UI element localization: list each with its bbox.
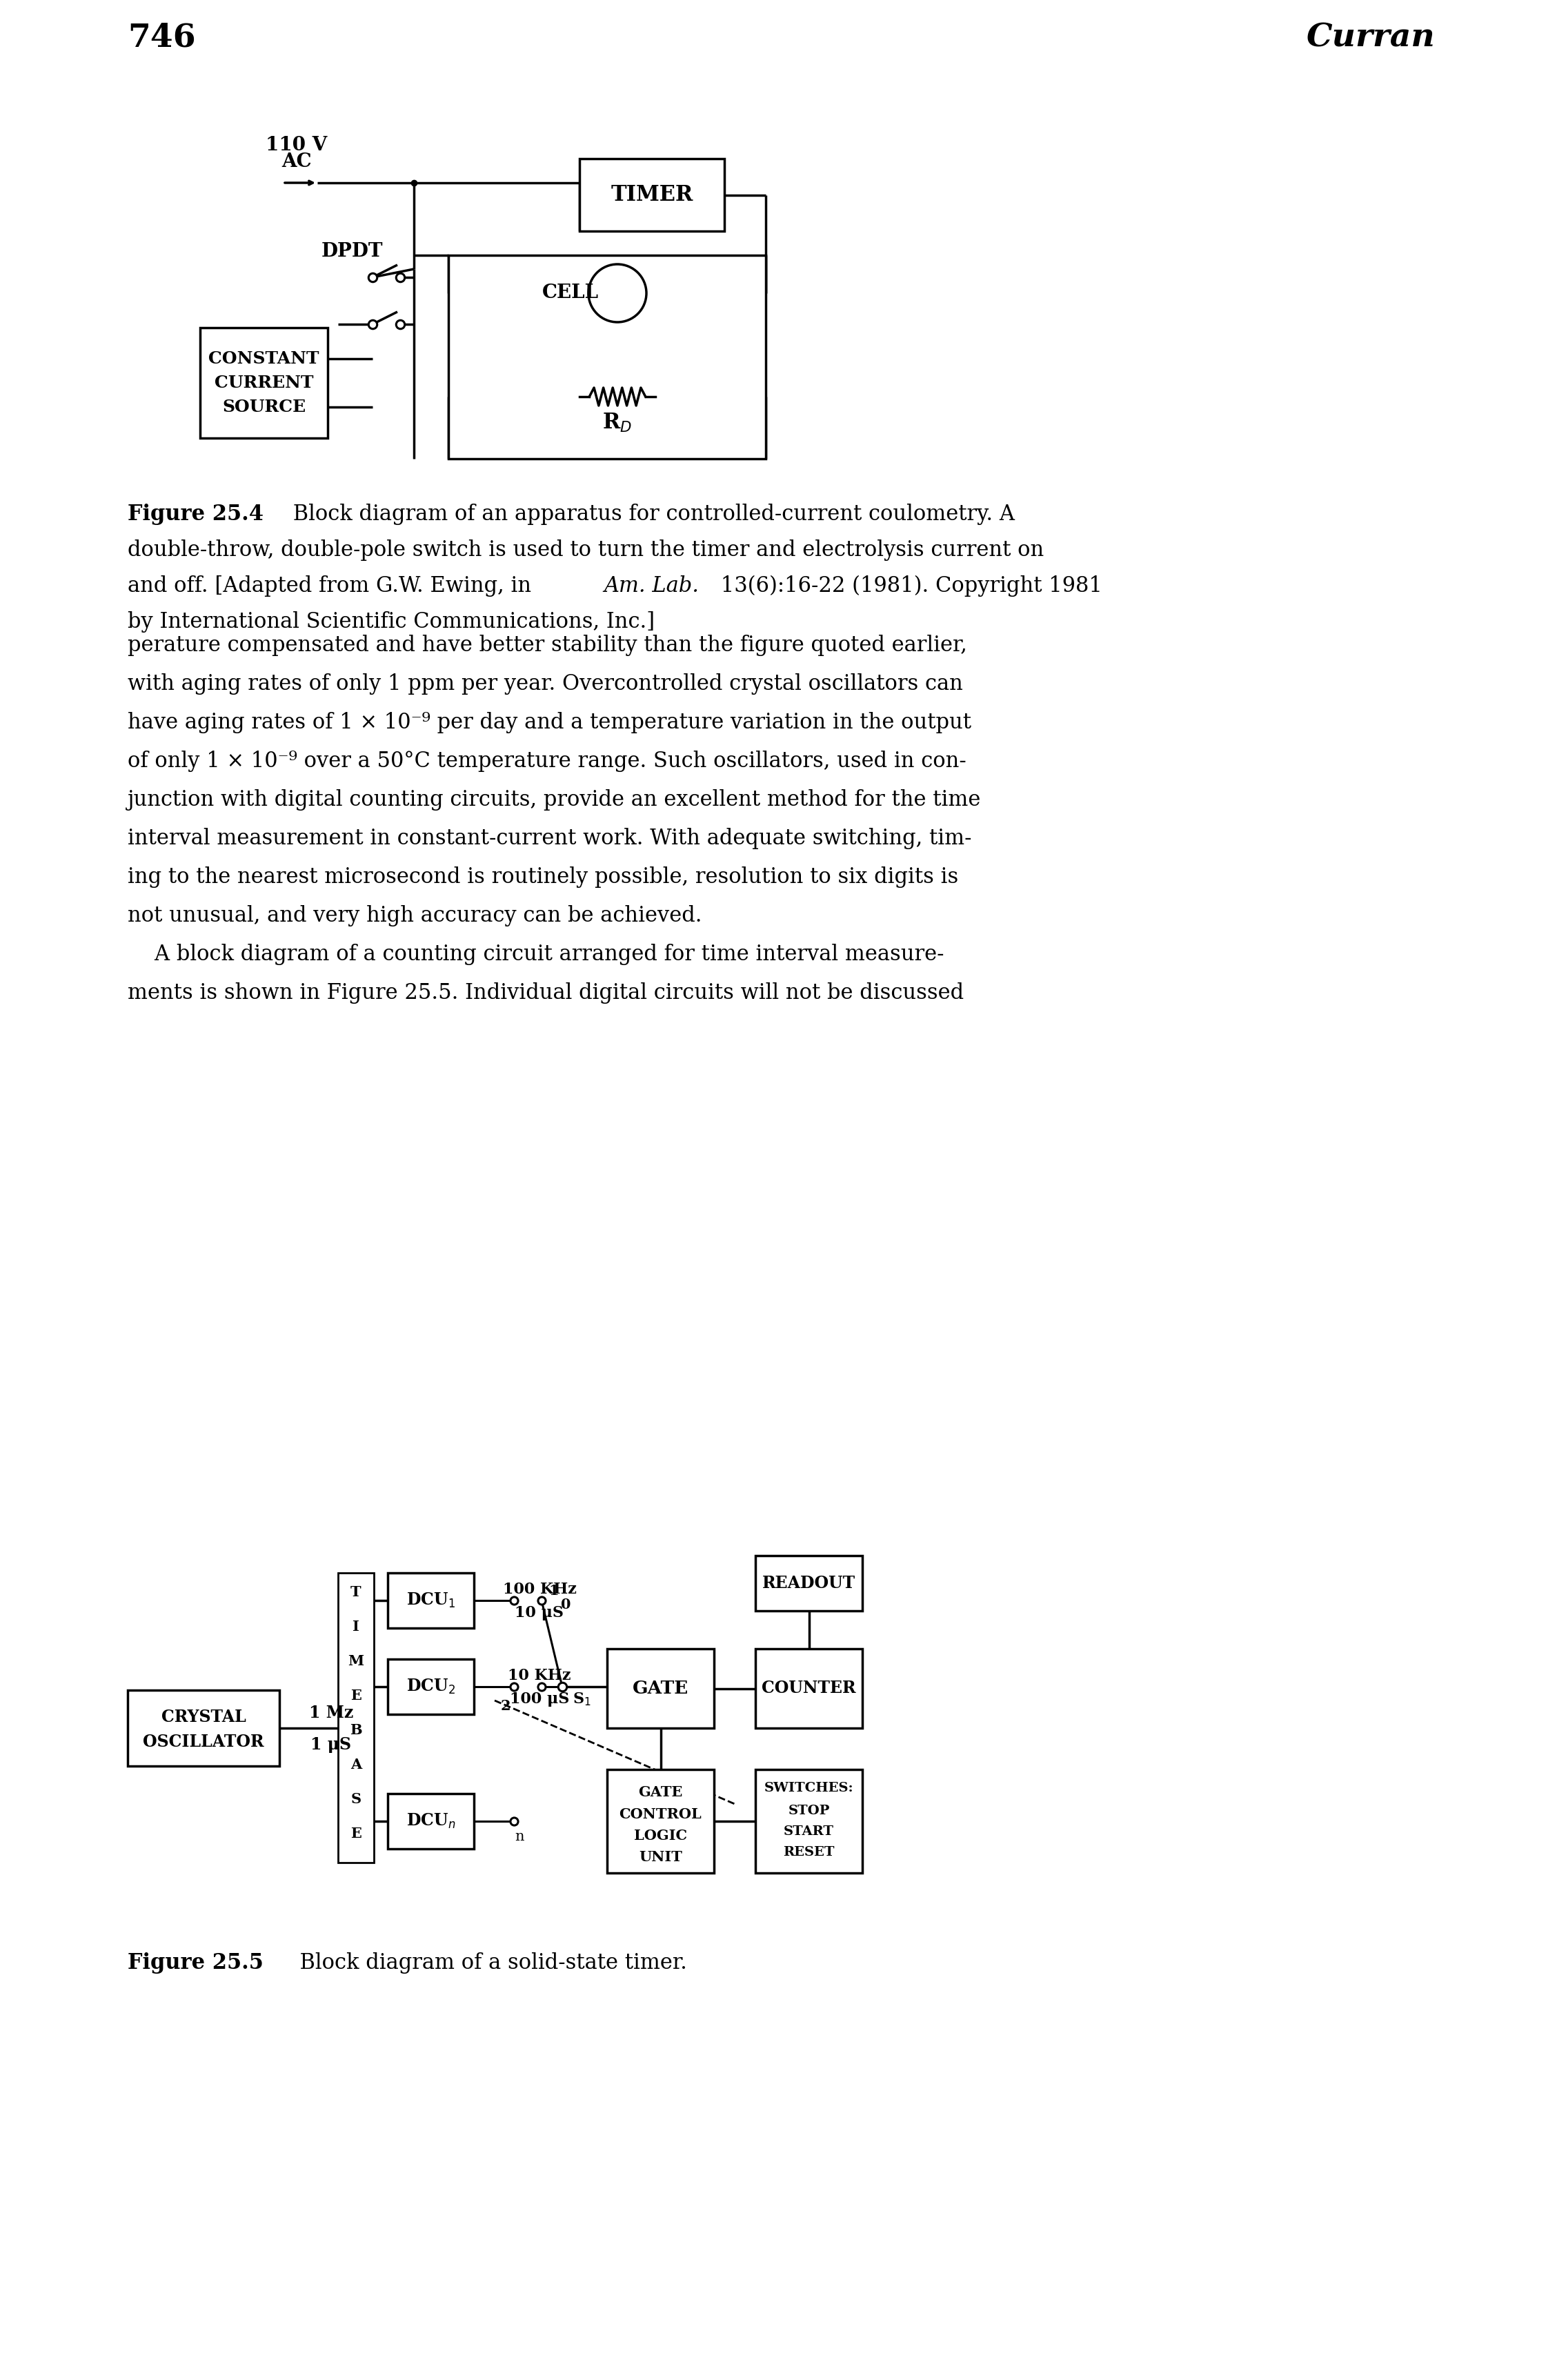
- Text: OSCILLATOR: OSCILLATOR: [143, 1733, 265, 1749]
- Text: 10 μS: 10 μS: [515, 1604, 564, 1621]
- Text: 13(6):16-22 (1981). Copyright 1981: 13(6):16-22 (1981). Copyright 1981: [715, 576, 1102, 597]
- Text: DCU$_n$: DCU$_n$: [406, 1811, 456, 1830]
- Text: junction with digital counting circuits, provide an excellent method for the tim: junction with digital counting circuits,…: [128, 790, 981, 812]
- Text: A block diagram of a counting circuit arranged for time interval measure-: A block diagram of a counting circuit ar…: [128, 945, 944, 966]
- Text: S$_1$: S$_1$: [573, 1690, 590, 1706]
- Bar: [607, 1768, 715, 1873]
- Text: Am. Lab.: Am. Lab.: [604, 576, 699, 597]
- Text: S: S: [350, 1792, 361, 1806]
- Text: 110 V: 110 V: [266, 136, 327, 155]
- Text: STOP: STOP: [788, 1804, 830, 1816]
- Text: by International Scientific Communications, Inc.]: by International Scientific Communicatio…: [128, 612, 655, 633]
- Text: perature compensated and have better stability than the figure quoted earlier,: perature compensated and have better sta…: [128, 635, 967, 657]
- Text: CURRENT: CURRENT: [215, 374, 313, 390]
- Text: RESET: RESET: [783, 1847, 835, 1859]
- Text: I: I: [352, 1621, 360, 1633]
- Text: DCU$_1$: DCU$_1$: [406, 1592, 455, 1609]
- Text: DCU$_2$: DCU$_2$: [406, 1678, 455, 1695]
- Text: Curran: Curran: [1306, 21, 1436, 55]
- Text: COUNTER: COUNTER: [761, 1680, 856, 1697]
- Text: GATE: GATE: [632, 1680, 688, 1697]
- Text: M: M: [347, 1654, 364, 1668]
- Text: R$_D$: R$_D$: [603, 412, 632, 433]
- Bar: [388, 1795, 473, 1849]
- Text: Block diagram of a solid-state timer.: Block diagram of a solid-state timer.: [286, 1952, 687, 1973]
- Text: E: E: [350, 1828, 361, 1840]
- Bar: [388, 1573, 473, 1628]
- Bar: [755, 1557, 863, 1611]
- Text: LOGIC: LOGIC: [634, 1828, 687, 1842]
- Bar: [755, 1768, 863, 1873]
- Text: TIMER: TIMER: [610, 183, 693, 205]
- Text: SOURCE: SOURCE: [223, 400, 305, 416]
- Text: 100 KHz: 100 KHz: [503, 1583, 576, 1597]
- Text: 1 μS: 1 μS: [311, 1737, 352, 1754]
- Text: Figure 25.4: Figure 25.4: [128, 505, 263, 526]
- Bar: [607, 1649, 715, 1728]
- Text: 2: 2: [501, 1699, 511, 1714]
- Text: 100 μS: 100 μS: [509, 1692, 570, 1706]
- Text: 0: 0: [561, 1597, 571, 1611]
- Text: double-throw, double-pole switch is used to turn the timer and electrolysis curr: double-throw, double-pole switch is used…: [128, 540, 1043, 562]
- Text: E: E: [350, 1690, 361, 1702]
- Text: B: B: [350, 1723, 363, 1737]
- Text: T: T: [350, 1585, 361, 1599]
- Text: AC: AC: [282, 152, 311, 171]
- Text: and off. [Adapted from G.W. Ewing, in: and off. [Adapted from G.W. Ewing, in: [128, 576, 539, 597]
- Text: have aging rates of 1 × 10⁻⁹ per day and a temperature variation in the output: have aging rates of 1 × 10⁻⁹ per day and…: [128, 712, 972, 733]
- Text: CRYSTAL: CRYSTAL: [162, 1709, 246, 1726]
- Bar: [338, 1573, 374, 1864]
- Text: READOUT: READOUT: [763, 1576, 855, 1592]
- Text: SWITCHES:: SWITCHES:: [764, 1783, 853, 1795]
- Bar: [448, 255, 766, 459]
- Text: GATE: GATE: [638, 1785, 682, 1799]
- Text: 746: 746: [128, 21, 196, 55]
- Text: START: START: [783, 1825, 835, 1837]
- Text: Block diagram of an apparatus for controlled-current coulometry. A: Block diagram of an apparatus for contro…: [286, 505, 1015, 526]
- Text: A: A: [350, 1759, 361, 1771]
- Text: with aging rates of only 1 ppm per year. Overcontrolled crystal oscillators can: with aging rates of only 1 ppm per year.…: [128, 674, 962, 695]
- Text: CELL: CELL: [542, 283, 599, 302]
- Text: 10 KHz: 10 KHz: [508, 1668, 571, 1683]
- Text: n: n: [515, 1830, 525, 1842]
- Bar: [199, 328, 327, 438]
- Text: CONSTANT: CONSTANT: [209, 350, 319, 367]
- Text: not unusual, and very high accuracy can be achieved.: not unusual, and very high accuracy can …: [128, 904, 702, 926]
- Bar: [128, 1690, 279, 1766]
- Text: of only 1 × 10⁻⁹ over a 50°C temperature range. Such oscillators, used in con-: of only 1 × 10⁻⁹ over a 50°C temperature…: [128, 750, 967, 771]
- Text: interval measurement in constant-current work. With adequate switching, tim-: interval measurement in constant-current…: [128, 828, 972, 850]
- Bar: [579, 159, 724, 231]
- Text: ing to the nearest microsecond is routinely possible, resolution to six digits i: ing to the nearest microsecond is routin…: [128, 866, 959, 888]
- Text: 1 Mz: 1 Mz: [308, 1704, 353, 1721]
- Bar: [755, 1649, 863, 1728]
- Text: 1: 1: [550, 1585, 559, 1597]
- Text: UNIT: UNIT: [638, 1852, 682, 1864]
- Text: Figure 25.5: Figure 25.5: [128, 1952, 263, 1973]
- Text: DPDT: DPDT: [321, 243, 383, 262]
- Bar: [388, 1659, 473, 1714]
- Text: CONTROL: CONTROL: [620, 1806, 702, 1821]
- Text: ments is shown in Figure 25.5. Individual digital circuits will not be discussed: ments is shown in Figure 25.5. Individua…: [128, 983, 964, 1004]
